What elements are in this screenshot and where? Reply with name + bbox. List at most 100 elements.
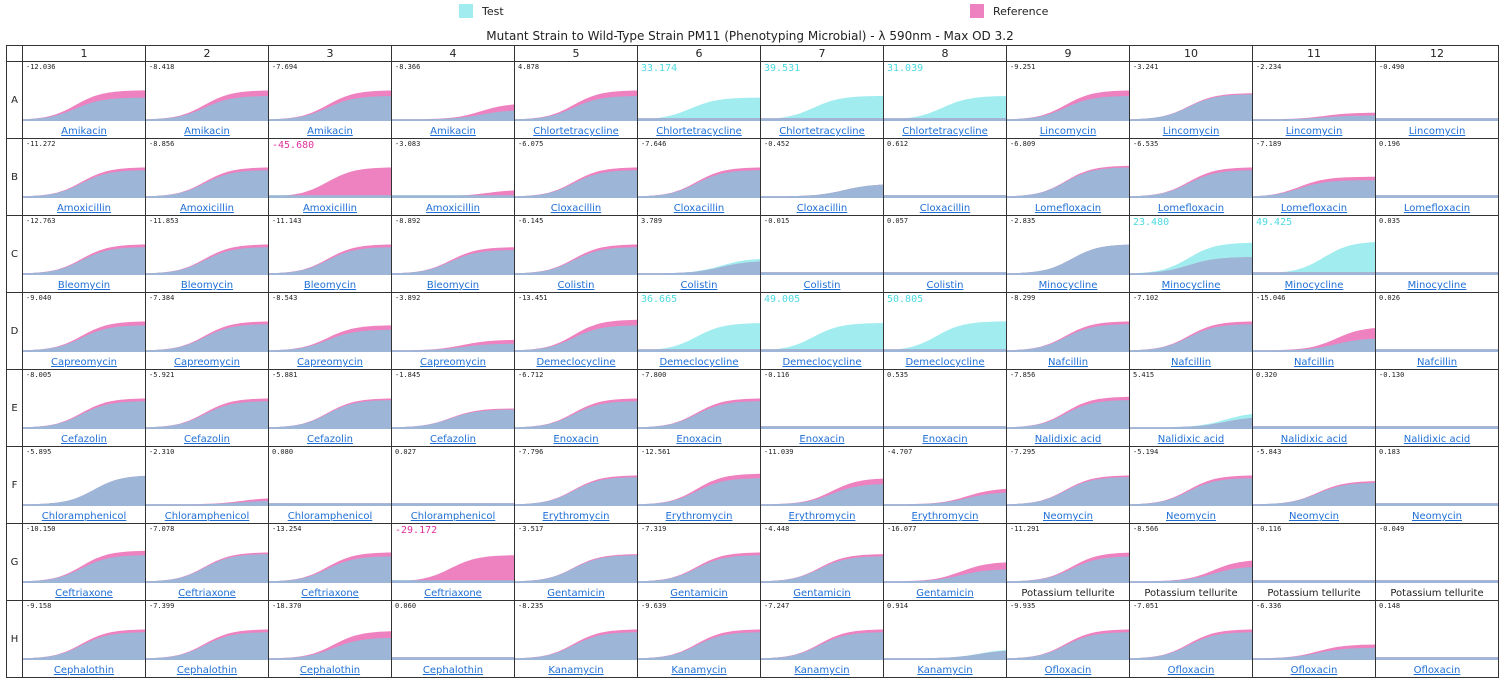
compound-link[interactable]: Nafcillin	[1047, 357, 1089, 368]
compound-link[interactable]: Bleomycin	[303, 280, 357, 291]
well-E7[interactable]: -0.116 Enoxacin	[760, 369, 884, 447]
compound-link[interactable]: Gentamicin	[670, 588, 728, 599]
compound-link[interactable]: Gentamicin	[916, 588, 974, 599]
compound-link[interactable]: Colistin	[680, 280, 718, 291]
well-E8[interactable]: 0.535 Enoxacin	[883, 369, 1007, 447]
well-A1[interactable]: -12.036 Amikacin	[22, 61, 146, 139]
compound-link[interactable]: Enoxacin	[799, 434, 845, 445]
compound-link[interactable]: Capreomycin	[420, 357, 486, 368]
compound-link[interactable]: Nalidixic acid	[1034, 434, 1102, 445]
well-H4[interactable]: 0.060 Cephalothin	[391, 600, 515, 678]
well-F9[interactable]: -7.295 Neomycin	[1006, 446, 1130, 524]
compound-link[interactable]: Minocycline	[1284, 280, 1344, 291]
compound-link[interactable]: Cephalothin	[53, 665, 115, 676]
well-H6[interactable]: -9.639 Kanamycin	[637, 600, 761, 678]
compound-link[interactable]: Erythromycin	[911, 511, 979, 522]
well-B6[interactable]: -7.646 Cloxacillin	[637, 138, 761, 216]
compound-link[interactable]: Erythromycin	[665, 511, 733, 522]
well-H7[interactable]: -7.247 Kanamycin	[760, 600, 884, 678]
compound-link[interactable]: Amoxicillin	[56, 203, 112, 214]
compound-link[interactable]: Bleomycin	[426, 280, 480, 291]
well-H5[interactable]: -8.235 Kanamycin	[514, 600, 638, 678]
well-C2[interactable]: -11.853 Bleomycin	[145, 215, 269, 293]
compound-link[interactable]: Bleomycin	[57, 280, 111, 291]
well-F4[interactable]: 0.027 Chloramphenicol	[391, 446, 515, 524]
well-B7[interactable]: -0.452 Cloxacillin	[760, 138, 884, 216]
well-H10[interactable]: -7.051 Ofloxacin	[1129, 600, 1253, 678]
compound-link[interactable]: Chloramphenicol	[287, 511, 373, 522]
well-A3[interactable]: -7.694 Amikacin	[268, 61, 392, 139]
well-C5[interactable]: -6.145 Colistin	[514, 215, 638, 293]
well-H3[interactable]: -18.370 Cephalothin	[268, 600, 392, 678]
compound-link[interactable]: Nafcillin	[1293, 357, 1335, 368]
well-A10[interactable]: -3.241 Lincomycin	[1129, 61, 1253, 139]
well-C12[interactable]: 0.035 Minocycline	[1375, 215, 1499, 293]
compound-link[interactable]: Amikacin	[307, 126, 353, 137]
well-H9[interactable]: -9.935 Ofloxacin	[1006, 600, 1130, 678]
compound-link[interactable]: Chloramphenicol	[164, 511, 250, 522]
well-H1[interactable]: -9.158 Cephalothin	[22, 600, 146, 678]
well-C10[interactable]: 23.480 Minocycline	[1129, 215, 1253, 293]
compound-link[interactable]: Nafcillin	[1170, 357, 1212, 368]
compound-link[interactable]: Demeclocycline	[905, 357, 985, 368]
well-E4[interactable]: -1.845 Cefazolin	[391, 369, 515, 447]
compound-link[interactable]: Enoxacin	[676, 434, 722, 445]
well-A6[interactable]: 33.174 Chlortetracycline	[637, 61, 761, 139]
well-B1[interactable]: -11.272 Amoxicillin	[22, 138, 146, 216]
compound-link[interactable]: Lomefloxacin	[1403, 203, 1471, 214]
compound-link[interactable]: Neomycin	[1165, 511, 1217, 522]
well-C7[interactable]: -0.015 Colistin	[760, 215, 884, 293]
compound-link[interactable]: Ceftriaxone	[178, 588, 236, 599]
well-B12[interactable]: 0.196 Lomefloxacin	[1375, 138, 1499, 216]
compound-link[interactable]: Kanamycin	[794, 665, 850, 676]
compound-link[interactable]: Minocycline	[1407, 280, 1467, 291]
well-G6[interactable]: -7.319 Gentamicin	[637, 523, 761, 601]
well-E11[interactable]: 0.320 Nalidixic acid	[1252, 369, 1376, 447]
well-C9[interactable]: -2.835 Minocycline	[1006, 215, 1130, 293]
well-C6[interactable]: 3.789 Colistin	[637, 215, 761, 293]
well-F3[interactable]: 0.080 Chloramphenicol	[268, 446, 392, 524]
well-G5[interactable]: -3.517 Gentamicin	[514, 523, 638, 601]
compound-link[interactable]: Chlortetracycline	[656, 126, 742, 137]
well-F7[interactable]: -11.039 Erythromycin	[760, 446, 884, 524]
well-B4[interactable]: -3.083 Amoxicillin	[391, 138, 515, 216]
well-C8[interactable]: 0.057 Colistin	[883, 215, 1007, 293]
compound-link[interactable]: Enoxacin	[922, 434, 968, 445]
well-B5[interactable]: -6.075 Cloxacillin	[514, 138, 638, 216]
well-F8[interactable]: -4.707 Erythromycin	[883, 446, 1007, 524]
well-A11[interactable]: -2.234 Lincomycin	[1252, 61, 1376, 139]
compound-link[interactable]: Ceftriaxone	[55, 588, 113, 599]
well-E6[interactable]: -7.800 Enoxacin	[637, 369, 761, 447]
compound-link[interactable]: Neomycin	[1288, 511, 1340, 522]
well-C11[interactable]: 49.425 Minocycline	[1252, 215, 1376, 293]
well-D2[interactable]: -7.384 Capreomycin	[145, 292, 269, 370]
compound-link[interactable]: Kanamycin	[671, 665, 727, 676]
well-B11[interactable]: -7.189 Lomefloxacin	[1252, 138, 1376, 216]
compound-link[interactable]: Neomycin	[1411, 511, 1463, 522]
well-G12[interactable]: -0.049 Potassium tellurite	[1375, 523, 1499, 601]
compound-link[interactable]: Nalidixic acid	[1403, 434, 1471, 445]
compound-link[interactable]: Lomefloxacin	[1157, 203, 1225, 214]
well-B8[interactable]: 0.612 Cloxacillin	[883, 138, 1007, 216]
compound-link[interactable]: Colistin	[803, 280, 841, 291]
compound-link[interactable]: Chlortetracycline	[902, 126, 988, 137]
compound-link[interactable]: Ceftriaxone	[424, 588, 482, 599]
well-D1[interactable]: -9.040 Capreomycin	[22, 292, 146, 370]
well-F2[interactable]: -2.310 Chloramphenicol	[145, 446, 269, 524]
well-A5[interactable]: 4.878 Chlortetracycline	[514, 61, 638, 139]
well-D5[interactable]: -13.451 Demeclocycline	[514, 292, 638, 370]
compound-link[interactable]: Ofloxacin	[1044, 665, 1092, 676]
well-B3[interactable]: -45.680 Amoxicillin	[268, 138, 392, 216]
well-G9[interactable]: -11.291 Potassium tellurite	[1006, 523, 1130, 601]
compound-link[interactable]: Cephalothin	[299, 665, 361, 676]
well-G10[interactable]: -8.566 Potassium tellurite	[1129, 523, 1253, 601]
compound-link[interactable]: Nalidixic acid	[1280, 434, 1348, 445]
compound-link[interactable]: Amoxicillin	[425, 203, 481, 214]
well-F5[interactable]: -7.796 Erythromycin	[514, 446, 638, 524]
compound-link[interactable]: Ofloxacin	[1167, 665, 1215, 676]
compound-link[interactable]: Capreomycin	[297, 357, 363, 368]
well-C3[interactable]: -11.143 Bleomycin	[268, 215, 392, 293]
compound-link[interactable]: Lomefloxacin	[1034, 203, 1102, 214]
compound-link[interactable]: Minocycline	[1161, 280, 1221, 291]
compound-link[interactable]: Lomefloxacin	[1280, 203, 1348, 214]
